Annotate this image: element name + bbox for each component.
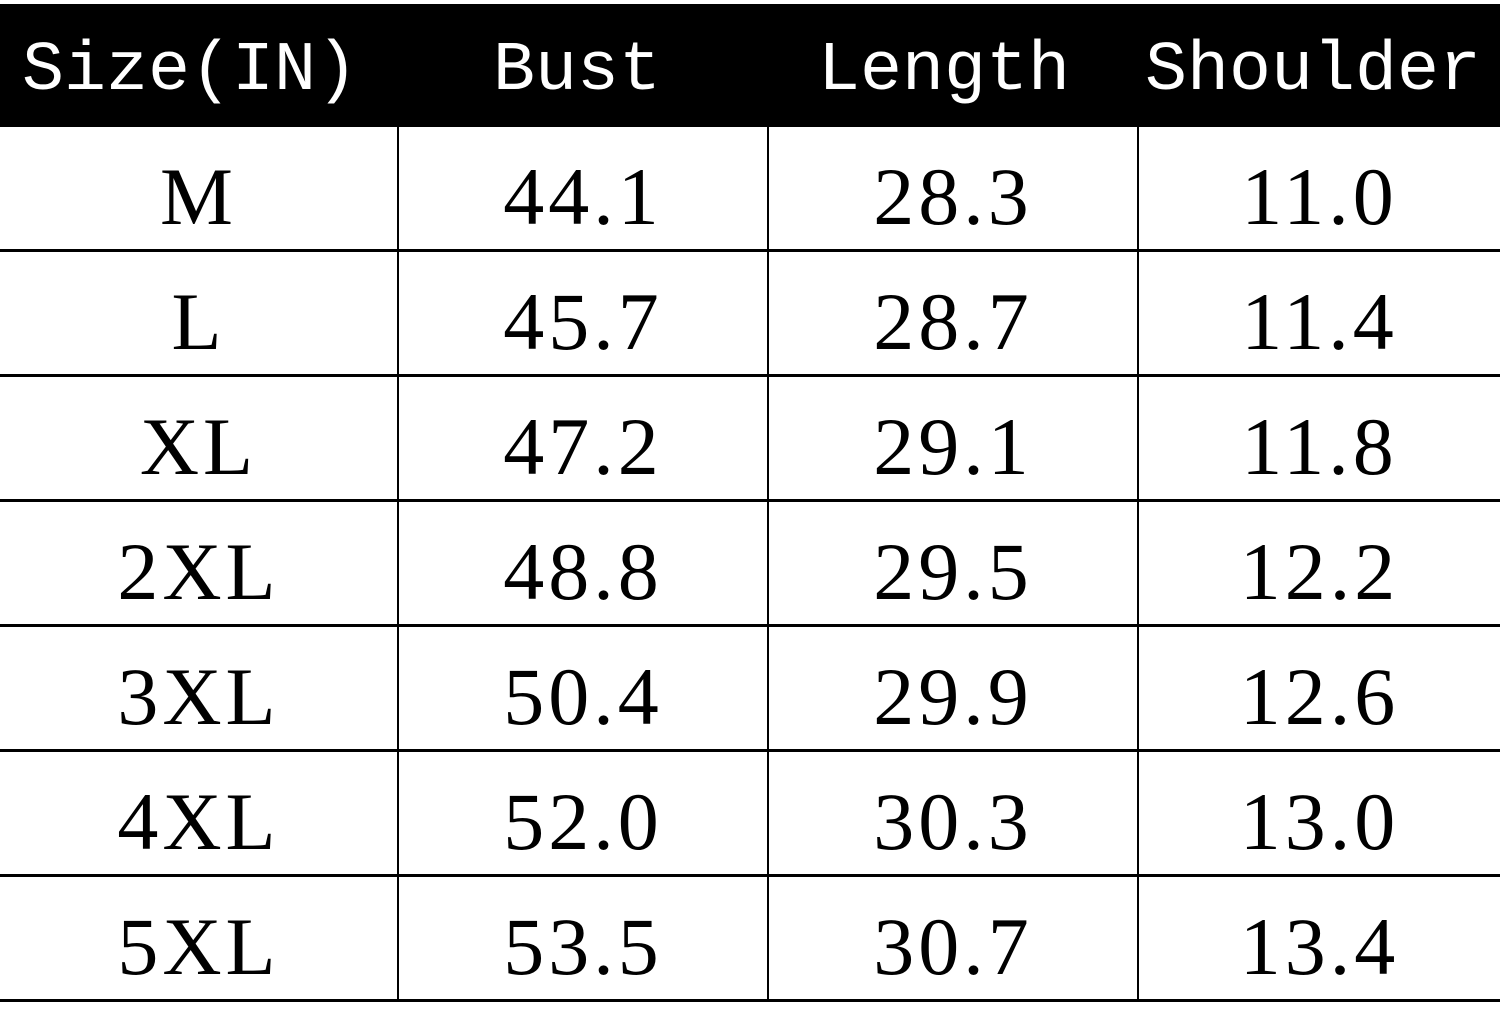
cell-size: 2XL bbox=[117, 526, 280, 617]
table-row: 5XL 53.5 30.7 13.4 bbox=[0, 877, 1500, 1002]
header-size: Size(IN) bbox=[22, 32, 359, 111]
cell-length: 29.1 bbox=[767, 377, 1137, 501]
table-row: L 45.7 28.7 11.4 bbox=[0, 252, 1500, 377]
cell-shoulder: 11.0 bbox=[1137, 127, 1500, 251]
cell-size: 5XL bbox=[117, 901, 280, 992]
header-shoulder: Shoulder bbox=[1145, 32, 1482, 111]
header-bust: Bust bbox=[493, 32, 662, 111]
table-row: 4XL 52.0 30.3 13.0 bbox=[0, 752, 1500, 877]
table-row: M 44.1 28.3 11.0 bbox=[0, 127, 1500, 252]
table-header bbox=[0, 4, 1500, 127]
table-row: 2XL 48.8 29.5 12.2 bbox=[0, 502, 1500, 627]
header-length: Length bbox=[818, 32, 1071, 111]
cell-length: 30.7 bbox=[767, 877, 1137, 1001]
cell-size: 4XL bbox=[117, 776, 280, 867]
cell-bust: 45.7 bbox=[397, 252, 767, 376]
cell-size: 3XL bbox=[117, 651, 280, 742]
cell-shoulder: 13.0 bbox=[1137, 752, 1500, 876]
cell-shoulder: 11.8 bbox=[1137, 377, 1500, 501]
cell-size: L bbox=[171, 276, 226, 367]
cell-length: 29.5 bbox=[767, 502, 1137, 626]
cell-bust: 44.1 bbox=[397, 127, 767, 251]
cell-bust: 53.5 bbox=[397, 877, 767, 1001]
cell-length: 28.3 bbox=[767, 127, 1137, 251]
cell-length: 28.7 bbox=[767, 252, 1137, 376]
cell-shoulder: 11.4 bbox=[1137, 252, 1500, 376]
cell-shoulder: 12.6 bbox=[1137, 627, 1500, 751]
cell-length: 30.3 bbox=[767, 752, 1137, 876]
cell-bust: 50.4 bbox=[397, 627, 767, 751]
cell-shoulder: 12.2 bbox=[1137, 502, 1500, 626]
cell-size: XL bbox=[139, 401, 258, 492]
cell-size: M bbox=[160, 151, 237, 242]
table-row: XL 47.2 29.1 11.8 bbox=[0, 377, 1500, 502]
cell-bust: 48.8 bbox=[397, 502, 767, 626]
cell-bust: 47.2 bbox=[397, 377, 767, 501]
cell-bust: 52.0 bbox=[397, 752, 767, 876]
cell-shoulder: 13.4 bbox=[1137, 877, 1500, 1001]
table-row: 3XL 50.4 29.9 12.6 bbox=[0, 627, 1500, 752]
cell-length: 29.9 bbox=[767, 627, 1137, 751]
